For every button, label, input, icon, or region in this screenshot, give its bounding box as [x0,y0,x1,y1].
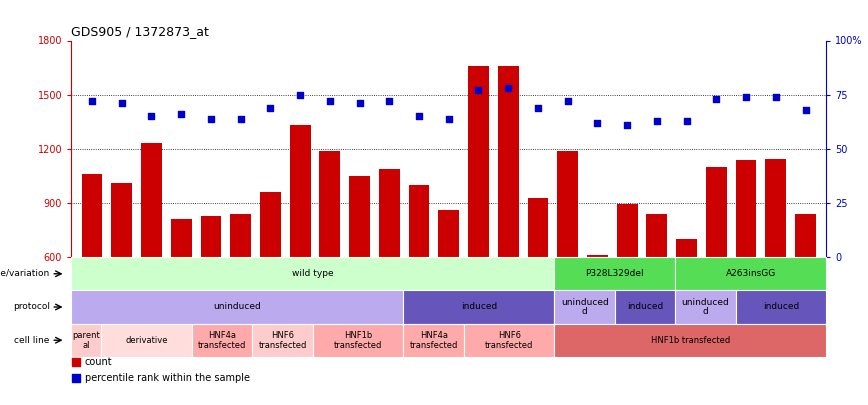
Point [531,104,545,111]
Point [561,98,575,104]
Bar [71,324,102,357]
Bar [141,143,161,257]
Point [502,85,516,92]
Text: uninduced
d: uninduced d [561,298,608,316]
Point [174,111,188,117]
Point [85,98,99,104]
Bar [111,183,132,257]
Bar [319,151,340,257]
Text: protocol: protocol [13,303,49,311]
Bar [260,192,280,257]
Bar [676,239,697,257]
Point [382,98,396,104]
Bar [528,198,549,257]
Bar [102,324,192,357]
Bar [555,257,675,290]
Text: HNF6
transfected: HNF6 transfected [259,331,306,350]
Point [709,96,723,102]
Bar [498,66,518,257]
Text: induced: induced [763,303,799,311]
Text: GDS905 / 1372873_at: GDS905 / 1372873_at [71,25,209,38]
Bar [647,214,667,257]
Point [115,100,128,107]
Text: A263insGG: A263insGG [726,269,776,278]
Bar [468,66,489,257]
Bar [290,126,311,257]
Bar [795,214,816,257]
Bar [71,290,404,324]
Point [680,117,694,124]
Point [769,94,783,100]
Bar [706,167,727,257]
Bar [615,290,675,324]
Bar [736,290,826,324]
Bar [192,324,253,357]
Text: P328L329del: P328L329del [586,269,644,278]
Bar [201,215,221,257]
Point [293,92,307,98]
Bar [736,160,757,257]
Text: derivative: derivative [126,336,168,345]
Bar [379,169,399,257]
Bar [409,185,430,257]
Text: parent
al: parent al [72,331,100,350]
Point [69,374,82,381]
Bar [312,324,404,357]
Text: uninduced
d: uninduced d [681,298,729,316]
Text: cell line: cell line [15,336,49,345]
Text: HNF4a
transfected: HNF4a transfected [198,331,247,350]
Point [233,115,247,122]
Point [442,115,456,122]
Point [352,100,366,107]
Bar [617,204,637,257]
Point [621,122,635,128]
Point [69,359,82,366]
Bar [766,159,786,257]
Text: HNF1b
transfected: HNF1b transfected [334,331,382,350]
Point [412,113,426,119]
Bar [438,210,459,257]
Bar [171,219,192,257]
Bar [675,257,826,290]
Bar [253,324,312,357]
Bar [230,214,251,257]
Text: genotype/variation: genotype/variation [0,269,49,278]
Bar [71,257,555,290]
Bar [464,324,555,357]
Text: count: count [85,357,113,367]
Point [471,87,485,94]
Point [799,107,812,113]
Point [590,119,604,126]
Bar [555,290,615,324]
Text: HNF6
transfected: HNF6 transfected [485,331,533,350]
Text: induced: induced [461,303,497,311]
Text: uninduced: uninduced [214,303,261,311]
Point [144,113,158,119]
Text: induced: induced [627,303,663,311]
Bar [555,324,826,357]
Bar [587,256,608,257]
Text: wild type: wild type [292,269,333,278]
Text: percentile rank within the sample: percentile rank within the sample [85,373,250,383]
Bar [557,151,578,257]
Bar [349,176,370,257]
Point [323,98,337,104]
Bar [82,174,102,257]
Point [740,94,753,100]
Point [263,104,277,111]
Text: HNF1b transfected: HNF1b transfected [651,336,730,345]
Point [650,117,664,124]
Bar [675,290,736,324]
Bar [404,324,464,357]
Text: HNF4a
transfected: HNF4a transfected [410,331,457,350]
Bar [404,290,555,324]
Point [204,115,218,122]
